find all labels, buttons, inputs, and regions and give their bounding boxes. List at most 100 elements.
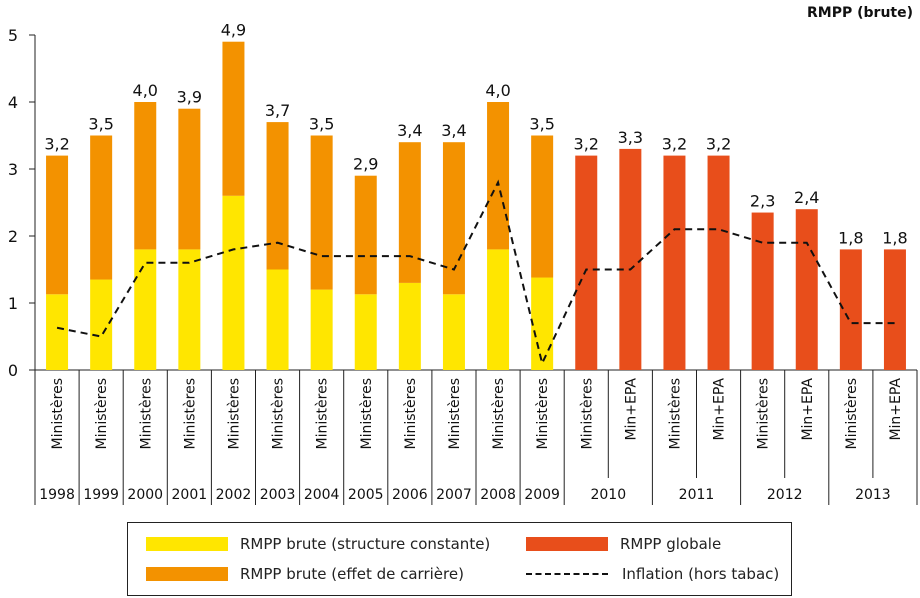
legend-label: RMPP brute (structure constante) xyxy=(240,535,491,553)
bar-structure-constante xyxy=(531,277,554,370)
category-label: Ministères xyxy=(359,378,375,449)
data-label: 3,9 xyxy=(177,88,202,107)
year-label: 2010 xyxy=(590,487,626,503)
bar-effet-carriere xyxy=(398,142,421,283)
bar-structure-constante xyxy=(487,249,510,370)
bar-effet-carriere xyxy=(178,108,201,250)
data-label: 4,0 xyxy=(485,81,510,100)
bar-structure-constante xyxy=(266,269,289,370)
bar-structure-constante xyxy=(222,195,245,370)
data-label: 4,9 xyxy=(221,21,246,40)
data-label: 3,2 xyxy=(574,135,599,154)
year-label: 2006 xyxy=(392,487,428,503)
data-label: 1,8 xyxy=(882,228,907,247)
bar-rmpp-globale xyxy=(751,212,774,370)
bar-rmpp-globale xyxy=(663,155,686,370)
bar-effet-carriere xyxy=(134,102,157,250)
bar-rmpp-globale xyxy=(575,155,598,370)
bar-effet-carriere xyxy=(90,135,113,280)
bar-rmpp-globale xyxy=(707,155,730,370)
bar-structure-constante xyxy=(46,294,69,370)
category-label: Ministères xyxy=(667,378,683,449)
data-label: 3,5 xyxy=(529,115,554,134)
data-label: 3,2 xyxy=(706,135,731,154)
legend-item-structure-constante: RMPP brute (structure constante) xyxy=(146,535,490,553)
year-label: 2013 xyxy=(855,487,891,503)
category-label: Ministères xyxy=(271,378,287,449)
bar-effet-carriere xyxy=(310,135,333,290)
year-label: 2000 xyxy=(127,487,163,503)
year-label: 1999 xyxy=(83,487,119,503)
year-label: 2004 xyxy=(304,487,340,503)
bar-effet-carriere xyxy=(222,41,245,196)
data-label: 3,4 xyxy=(441,121,466,140)
y-tick-label: 5 xyxy=(8,26,18,45)
bar-effet-carriere xyxy=(46,155,69,295)
bar-structure-constante xyxy=(442,294,465,370)
bar-effet-carriere xyxy=(487,102,510,250)
y-tick-label: 3 xyxy=(8,160,18,179)
category-label: Ministères xyxy=(447,378,463,449)
category-label: Min+EPA xyxy=(800,378,816,441)
bar-structure-constante xyxy=(134,249,157,370)
bar-structure-constante xyxy=(310,289,333,370)
data-label: 3,2 xyxy=(662,135,687,154)
bar-structure-constante xyxy=(90,279,113,370)
y-tick-label: 0 xyxy=(8,361,18,380)
legend-swatch-red xyxy=(526,537,608,551)
bar-structure-constante xyxy=(178,249,201,370)
year-label: 2002 xyxy=(216,487,252,503)
category-label: Ministères xyxy=(844,378,860,449)
year-label: 2011 xyxy=(679,487,715,503)
y-tick-label: 1 xyxy=(8,294,18,313)
category-label: Ministères xyxy=(491,378,507,449)
category-label: Ministères xyxy=(579,378,595,449)
data-label: 1,8 xyxy=(838,228,863,247)
bar-rmpp-globale xyxy=(839,249,862,370)
bar-effet-carriere xyxy=(266,122,289,270)
category-label: Ministères xyxy=(535,378,551,449)
data-label: 3,5 xyxy=(88,115,113,134)
legend-item-rmpp-globale: RMPP globale xyxy=(526,535,721,553)
year-label: 2001 xyxy=(172,487,208,503)
data-label: 2,9 xyxy=(353,155,378,174)
legend-swatch-orange xyxy=(146,567,228,581)
year-label: 2008 xyxy=(480,487,516,503)
category-label: Ministères xyxy=(50,378,66,449)
bar-rmpp-globale xyxy=(795,209,818,370)
y-tick-label: 4 xyxy=(8,93,18,112)
legend: RMPP brute (structure constante) RMPP br… xyxy=(127,522,792,596)
bar-effet-carriere xyxy=(531,135,554,278)
data-label: 3,2 xyxy=(44,135,69,154)
category-label: Ministères xyxy=(94,378,110,449)
year-label: 2005 xyxy=(348,487,384,503)
chart-title: RMPP (brute) xyxy=(807,5,913,21)
legend-label: RMPP brute (effet de carrière) xyxy=(240,565,464,583)
legend-item-inflation: Inflation (hors tabac) xyxy=(526,565,779,583)
category-label: Ministères xyxy=(403,378,419,449)
legend-label: RMPP globale xyxy=(620,535,722,553)
category-label: Ministères xyxy=(226,378,242,449)
data-label: 3,5 xyxy=(309,115,334,134)
category-label: Ministères xyxy=(756,378,772,449)
data-label: 2,3 xyxy=(750,192,775,211)
data-label: 3,7 xyxy=(265,101,290,120)
inflation-line xyxy=(56,179,895,367)
legend-swatch-dashed xyxy=(526,573,608,575)
bar-structure-constante xyxy=(354,294,377,370)
data-label: 2,4 xyxy=(794,188,819,207)
category-label: Min+EPA xyxy=(623,378,639,441)
year-label: 2003 xyxy=(260,487,296,503)
legend-item-effet-carriere: RMPP brute (effet de carrière) xyxy=(146,565,464,583)
category-label: Min+EPA xyxy=(712,378,728,441)
category-label: Ministères xyxy=(138,378,154,449)
legend-label: Inflation (hors tabac) xyxy=(622,565,780,583)
bar-structure-constante xyxy=(398,282,421,370)
year-label: 1998 xyxy=(39,487,75,503)
y-tick-label: 2 xyxy=(8,227,18,246)
bar-effet-carriere xyxy=(354,175,377,295)
category-label: Ministères xyxy=(315,378,331,449)
year-label: 2007 xyxy=(436,487,472,503)
year-label: 2012 xyxy=(767,487,803,503)
category-label: Min+EPA xyxy=(888,378,904,441)
